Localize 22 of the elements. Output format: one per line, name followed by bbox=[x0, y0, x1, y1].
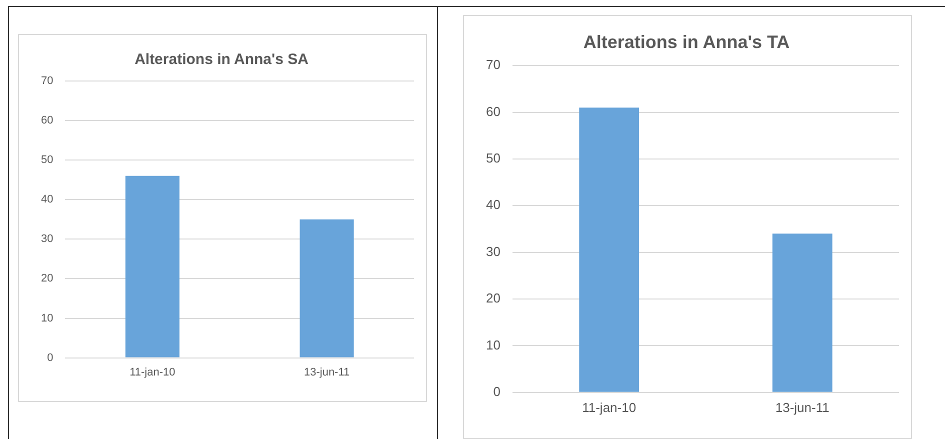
y-tick-label: 30 bbox=[486, 244, 500, 259]
x-tick-label: 13-jun-11 bbox=[304, 366, 350, 378]
y-tick-label: 0 bbox=[47, 352, 54, 364]
y-tick-label: 60 bbox=[40, 114, 54, 127]
chart-title: Alterations in Anna's TA bbox=[583, 32, 790, 52]
y-tick-label: 70 bbox=[40, 75, 54, 88]
chart-title: Alterations in Anna's SA bbox=[134, 51, 309, 68]
y-tick-label: 50 bbox=[486, 150, 500, 166]
y-tick-label: 10 bbox=[486, 337, 500, 352]
y-tick-label: 0 bbox=[493, 384, 500, 399]
y-tick-label: 30 bbox=[40, 233, 54, 246]
x-tick-label: 13-jun-11 bbox=[775, 400, 830, 415]
y-tick-label: 40 bbox=[40, 194, 54, 206]
y-tick-label: 70 bbox=[486, 57, 500, 72]
y-tick-label: 20 bbox=[40, 272, 54, 285]
y-tick-label: 20 bbox=[486, 290, 500, 306]
x-tick-label: 11-jan-10 bbox=[582, 400, 636, 415]
y-tick-label: 50 bbox=[40, 154, 54, 166]
y-tick-label: 10 bbox=[40, 312, 54, 324]
x-tick-label: 11-jan-10 bbox=[130, 366, 176, 378]
y-tick-label: 40 bbox=[486, 197, 500, 212]
y-tick-label: 60 bbox=[486, 104, 500, 119]
